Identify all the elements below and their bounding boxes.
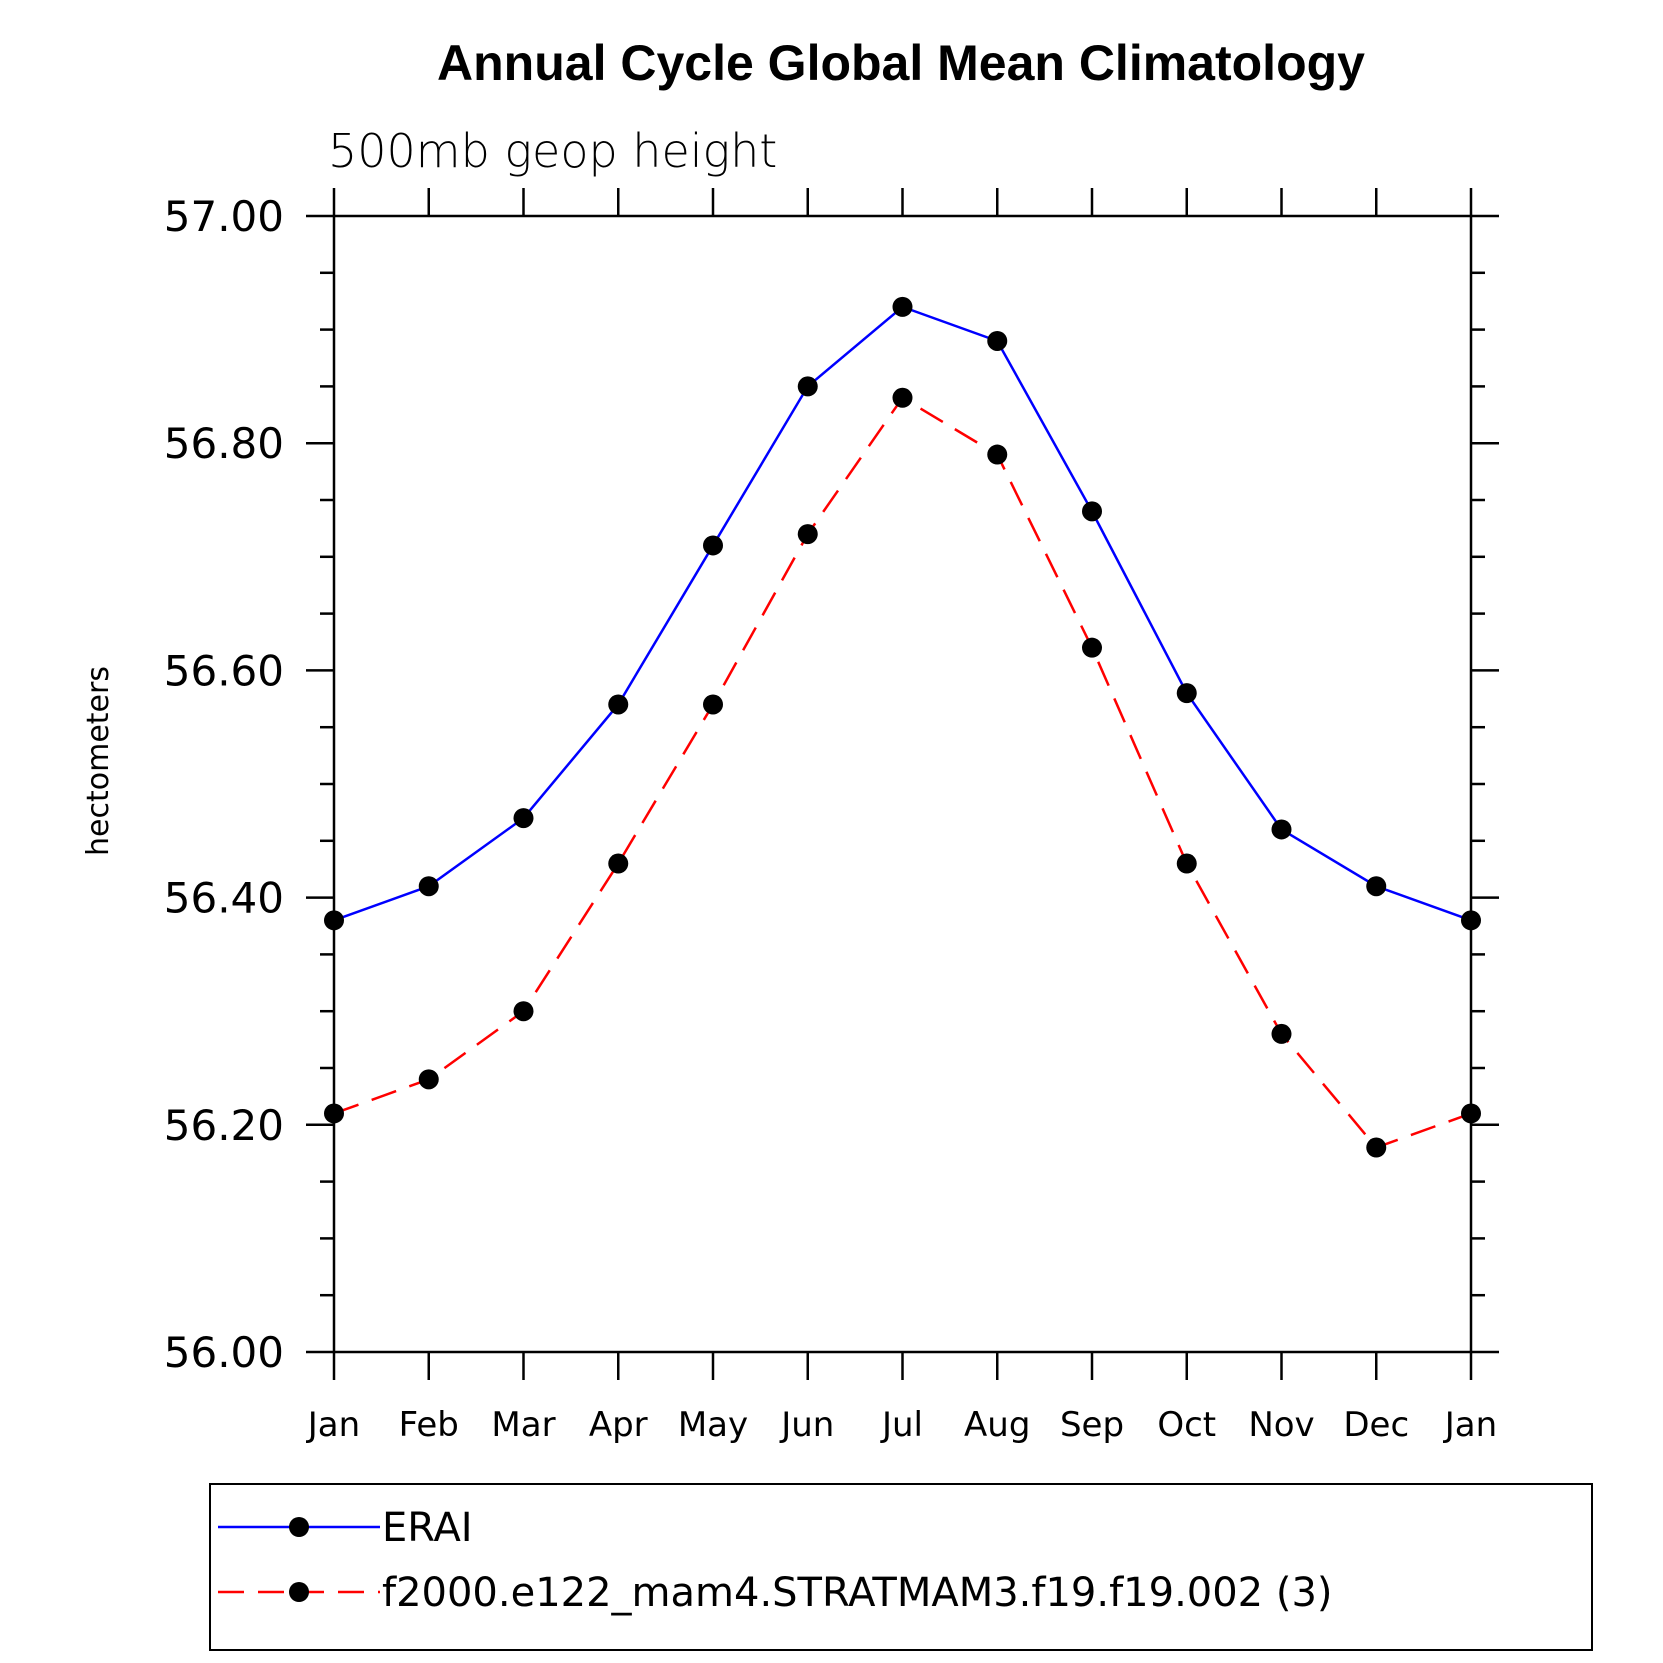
- x-tick-label: Sep: [1060, 1405, 1124, 1445]
- data-point: [1082, 637, 1102, 658]
- legend-label: ERAI: [382, 1505, 473, 1551]
- data-point: [892, 296, 913, 317]
- legend-marker: [289, 1582, 309, 1602]
- data-point: [1082, 501, 1102, 522]
- data-point: [703, 694, 723, 715]
- data-point: [987, 330, 1008, 351]
- data-point: [797, 376, 818, 397]
- data-point: [513, 808, 534, 829]
- x-tick-label: Jul: [880, 1405, 923, 1445]
- data-point: [1271, 819, 1292, 840]
- series-1: [324, 387, 1481, 1158]
- y-tick-label: 57.00: [164, 192, 284, 241]
- x-tick-label: Aug: [964, 1405, 1030, 1445]
- data-point: [987, 444, 1008, 465]
- chart-title: Annual Cycle Global Mean Climatology: [437, 35, 1365, 91]
- data-point: [608, 694, 629, 715]
- x-tick-label: Mar: [491, 1405, 555, 1445]
- axis-ticks: Jan Feb Mar Apr May Jun Jul Aug Sep Oct Nov Dec Jan 5…: [164, 188, 1499, 1445]
- data-point: [1461, 910, 1481, 931]
- legend-box: [209, 1483, 1593, 1651]
- data-point: [418, 876, 439, 897]
- x-tick-label: Feb: [399, 1405, 459, 1445]
- y-tick-label: 56.80: [164, 419, 284, 468]
- data-point: [324, 910, 344, 931]
- data-point: [324, 1103, 344, 1124]
- x-tick-label: Oct: [1157, 1405, 1216, 1445]
- legend-label: f2000.e122_mam4.STRATMAM3.f19.f19.002 (3…: [382, 1570, 1333, 1616]
- data-point: [1176, 853, 1197, 874]
- data-point: [703, 535, 723, 556]
- series-layer: [324, 296, 1481, 1158]
- series-line: [333, 396, 1472, 1149]
- legend-items: ERAI f2000.e122_mam4.STRATMAM3.f19.f19.00…: [218, 1505, 1333, 1616]
- x-tick-label: Apr: [589, 1405, 648, 1445]
- plot-frame: [332, 214, 1473, 1354]
- series-0: [324, 296, 1481, 931]
- data-point: [513, 1001, 534, 1022]
- x-tick-label: Jan: [306, 1405, 360, 1445]
- data-point: [418, 1069, 439, 1090]
- legend: ERAI f2000.e122_mam4.STRATMAM3.f19.f19.00…: [209, 1483, 1593, 1651]
- data-point: [1176, 683, 1197, 704]
- x-tick-label: Jan: [1443, 1405, 1497, 1445]
- x-tick-label: Dec: [1343, 1405, 1409, 1445]
- data-point: [608, 853, 629, 874]
- y-tick-label: 56.20: [164, 1101, 284, 1150]
- y-axis-label: hectometers: [81, 666, 116, 856]
- chart-subtitle: 500mb geop height: [328, 124, 777, 178]
- y-tick-label: 56.40: [164, 874, 284, 923]
- data-point: [1271, 1023, 1292, 1044]
- data-point: [1461, 1103, 1481, 1124]
- y-tick-label: 56.00: [164, 1328, 284, 1377]
- data-point: [892, 387, 913, 408]
- data-point: [797, 524, 818, 545]
- data-point: [1366, 1137, 1387, 1158]
- data-point: [1366, 876, 1387, 897]
- legend-marker: [289, 1517, 309, 1537]
- y-tick-label: 56.60: [164, 646, 284, 695]
- x-tick-label: Jun: [779, 1405, 834, 1445]
- x-tick-label: May: [678, 1405, 748, 1445]
- x-tick-label: Nov: [1248, 1405, 1314, 1445]
